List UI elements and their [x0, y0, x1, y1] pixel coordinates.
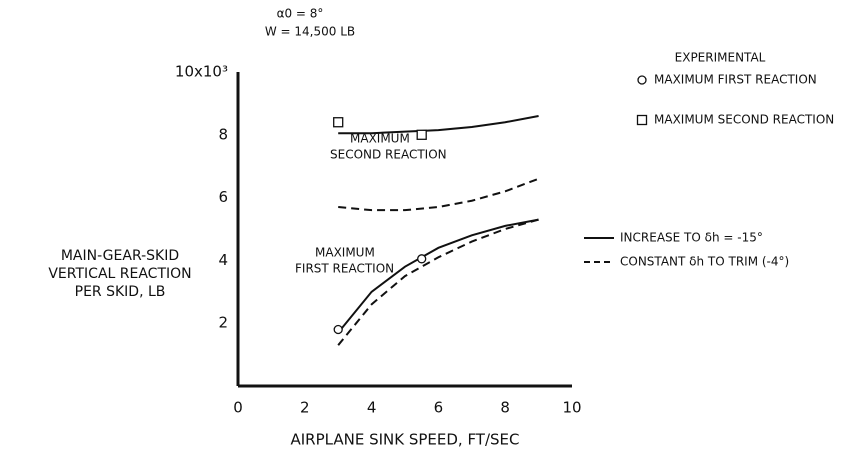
marker — [417, 254, 427, 264]
x-axis-label: AIRPLANE SINK SPEED, FT/SEC — [290, 431, 519, 449]
legend-title: EXPERIMENTAL — [675, 51, 766, 65]
y-axis-label: MAIN-GEAR-SKID — [61, 248, 179, 264]
legend-marker — [637, 75, 647, 85]
annotation: MAXIMUM — [315, 246, 375, 260]
legend-marker — [636, 114, 648, 126]
legend-label: CONSTANT δh TO TRIM (-4°) — [620, 255, 789, 269]
marker — [416, 129, 427, 140]
annotation: MAXIMUM — [350, 132, 410, 146]
chart-title: W = 14,500 LB — [265, 25, 355, 39]
curve — [338, 114, 539, 135]
x-tick-label: 0 — [233, 399, 243, 417]
x-tick-label: 8 — [500, 399, 510, 417]
legend-label: INCREASE TO δh = -15° — [620, 231, 763, 245]
x-tick-label: 4 — [367, 399, 377, 417]
y-axis-label: PER SKID, LB — [75, 284, 166, 300]
annotation: SECOND REACTION — [330, 148, 447, 162]
y-tick-label: 10x10³ — [175, 63, 228, 81]
x-tick-label: 2 — [300, 399, 310, 417]
annotation: FIRST REACTION — [295, 262, 394, 276]
curve — [337, 218, 539, 346]
y-tick-label: 4 — [218, 251, 228, 269]
curve — [338, 177, 539, 212]
y-axis-label: VERTICAL REACTION — [48, 266, 191, 282]
marker — [333, 117, 344, 128]
chart-title: α0 = 8° — [277, 7, 324, 21]
marker — [333, 324, 343, 335]
legend-label: MAXIMUM SECOND REACTION — [654, 113, 834, 127]
curve — [337, 218, 539, 334]
y-tick-label: 8 — [218, 125, 228, 143]
legend-label: MAXIMUM FIRST REACTION — [654, 73, 817, 87]
x-tick-label: 10 — [562, 399, 581, 417]
x-tick-label: 6 — [434, 399, 444, 417]
y-tick-label: 6 — [218, 188, 228, 206]
y-tick-label: 2 — [218, 314, 228, 332]
